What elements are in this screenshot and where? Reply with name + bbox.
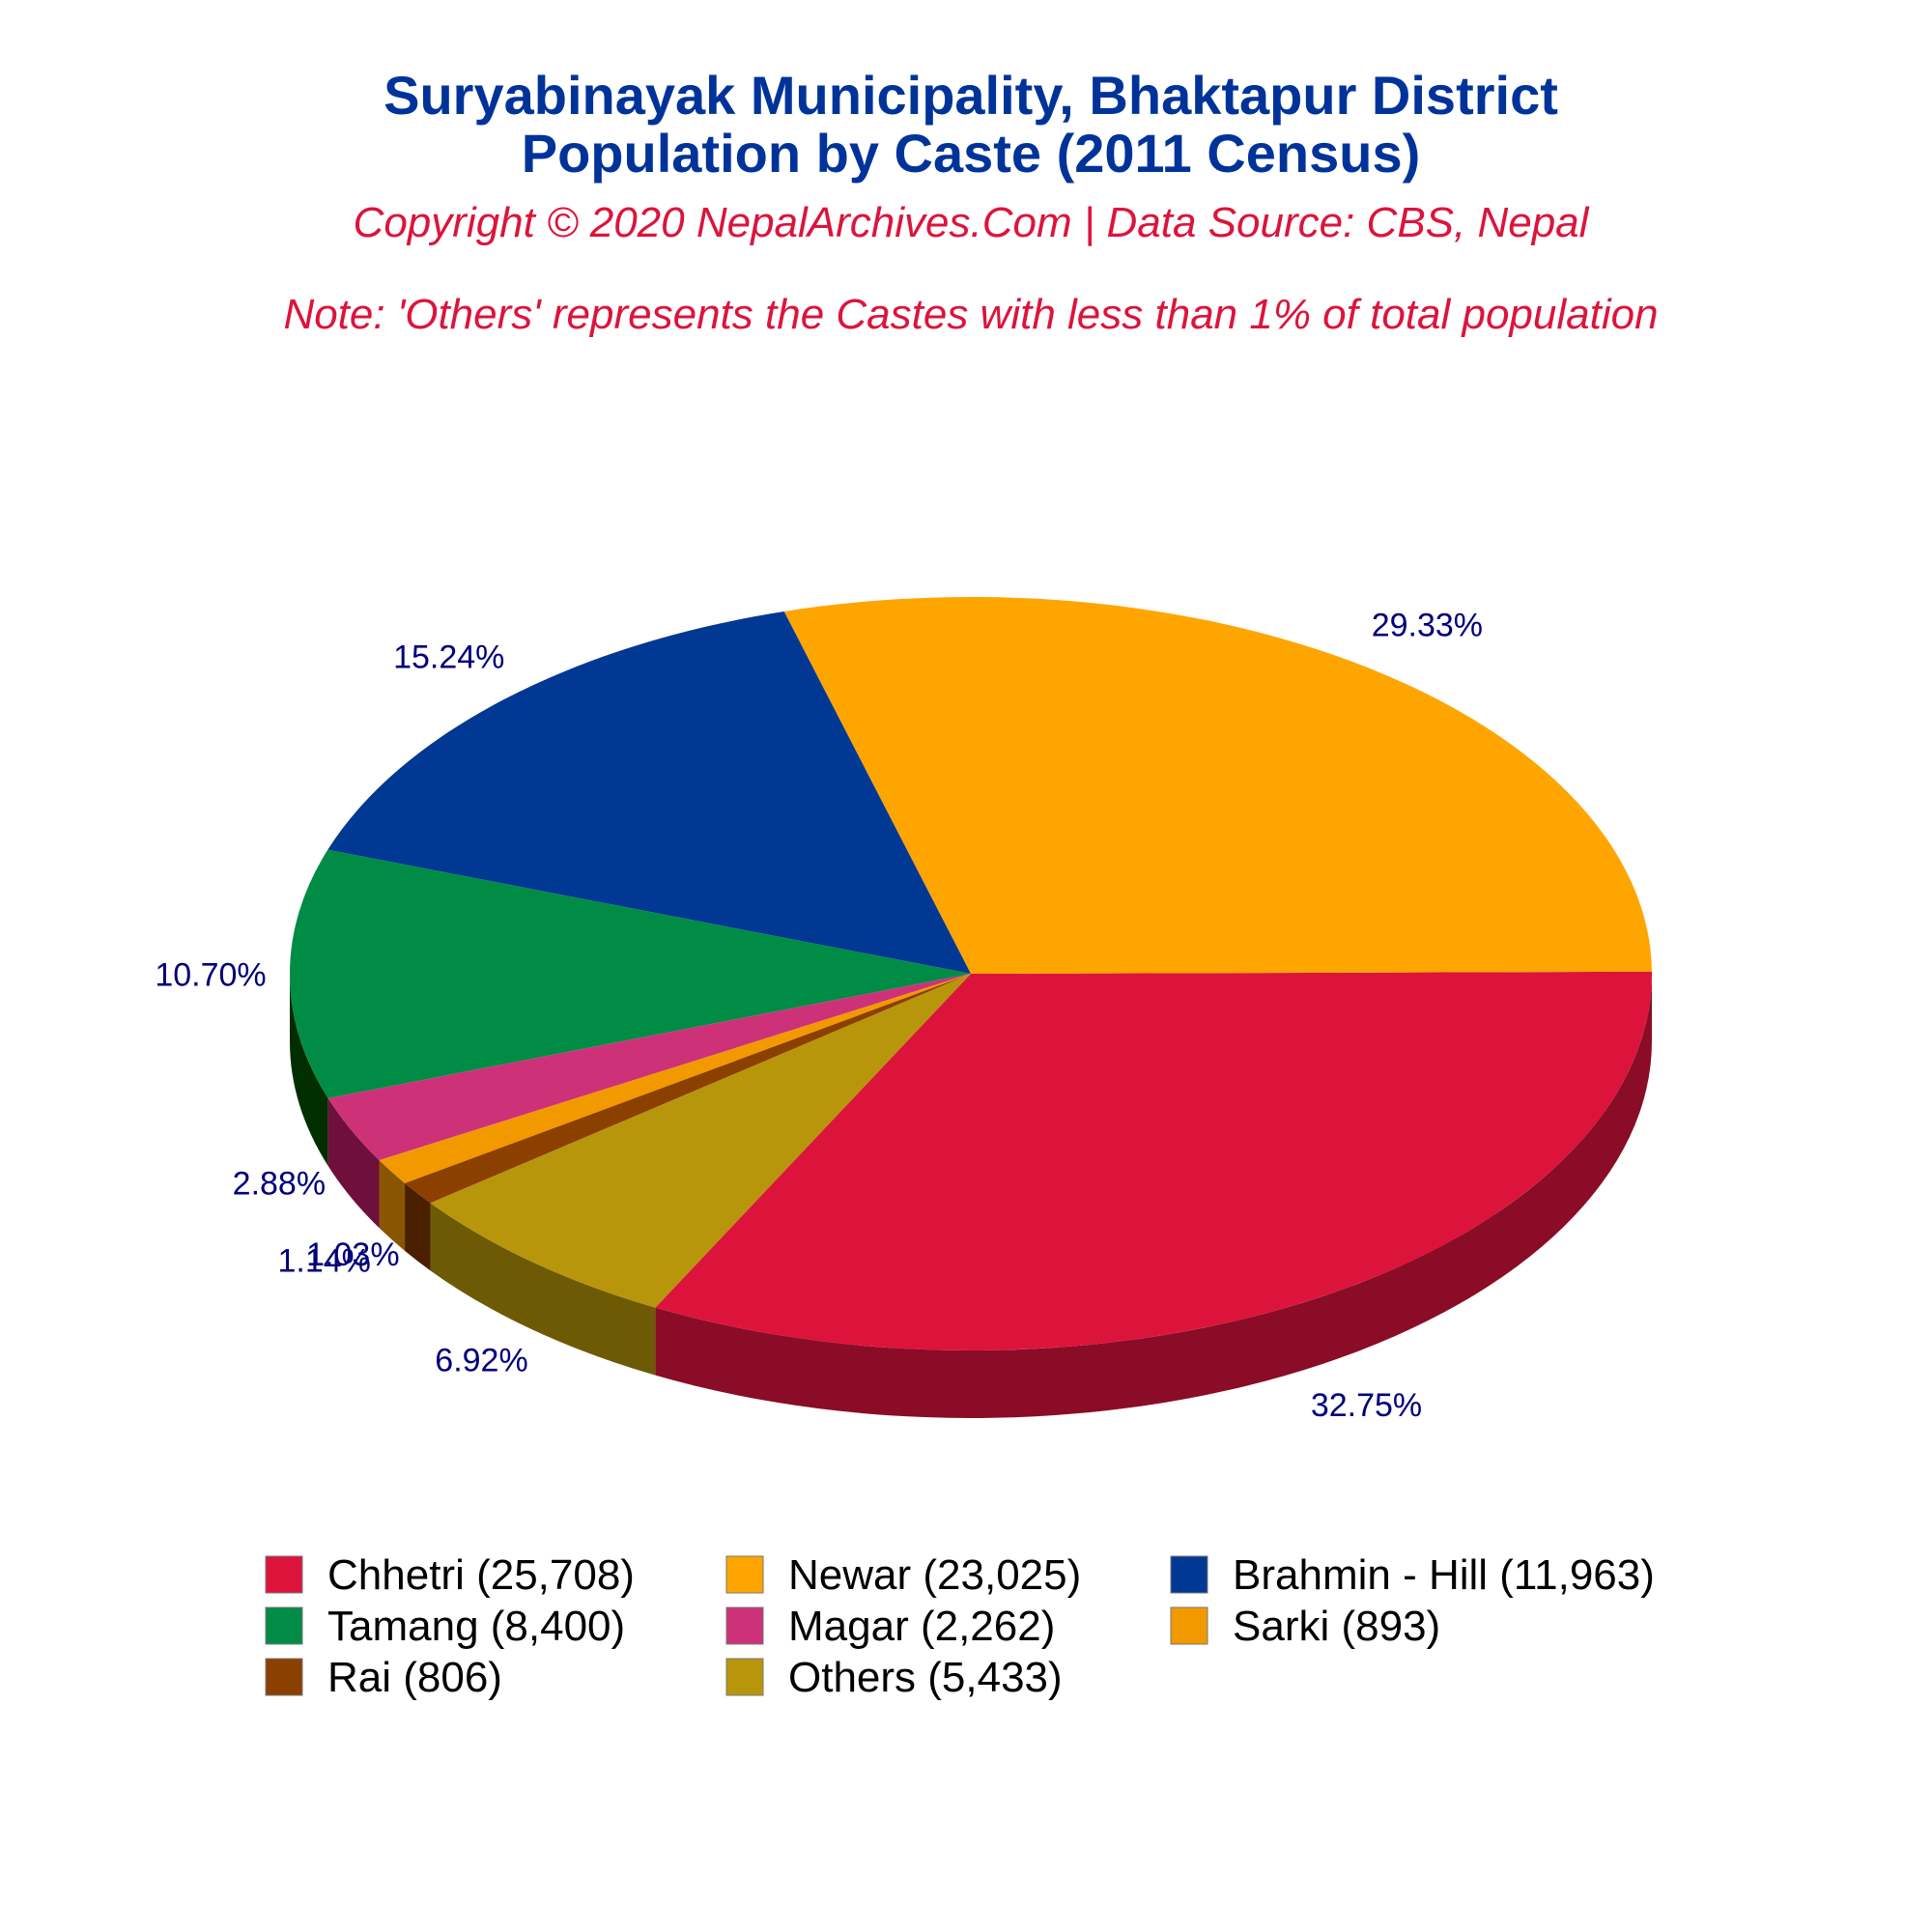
chart-subtitle: Population by Caste (2011 Census) (522, 123, 1420, 184)
legend-label-magar: Magar (2,262) (788, 1603, 1055, 1650)
legend-label-tamang: Tamang (8,400) (327, 1603, 625, 1650)
pie-side-rai (405, 1182, 431, 1271)
pie-side-magar (327, 1097, 380, 1229)
legend-label-rai: Rai (806) (327, 1654, 502, 1701)
copyright-text: Copyright © 2020 NepalArchives.Com | Dat… (354, 199, 1590, 246)
legend-item-magar: Magar (2,262) (725, 1603, 1055, 1650)
pie-side-sarki (379, 1160, 406, 1251)
legend-label-brahmin-hill: Brahmin - Hill (11,963) (1233, 1551, 1655, 1599)
percent-label-newar: 29.33% (1372, 607, 1483, 643)
legend-label-chhetri: Chhetri (25,708) (327, 1551, 635, 1599)
pie-slice-newar (783, 596, 1652, 974)
percent-labels: 32.75% 29.33% 15.24% 10.70% 2.88% 1.14%1.03% 6… (155, 607, 1483, 1423)
pie-slice-rai (405, 974, 971, 1204)
pie-top-faces (290, 596, 1653, 1350)
legend-item-tamang: Tamang (8,400) (265, 1603, 625, 1650)
percent-label-magar: 2.88% (233, 1165, 326, 1202)
percent-label-brahmin-hill: 15.24% (393, 639, 504, 675)
legend-item-newar: Newar (23,025) (725, 1551, 1081, 1599)
legend-item-chhetri: Chhetri (25,708) (265, 1551, 635, 1599)
legend: Chhetri (25,708) Newar (23,025) Brahmin - … (265, 1551, 1655, 1701)
legend-item-rai: Rai (806) (265, 1654, 502, 1701)
legend-swatch-magar (725, 1606, 764, 1645)
pie-slice-sarki (379, 974, 971, 1183)
pie-slice-others (430, 974, 971, 1308)
pie-side-others (430, 1203, 656, 1376)
legend-item-brahmin-hill: Brahmin - Hill (11,963) (1170, 1551, 1655, 1599)
pie-slice-brahmin-hill (327, 611, 971, 974)
percent-label-chhetri: 32.75% (1311, 1387, 1422, 1424)
legend-item-others: Others (5,433) (725, 1654, 1063, 1701)
pie-side-tamang (290, 974, 328, 1166)
legend-swatch-tamang (265, 1606, 303, 1645)
legend-swatch-brahmin-hill (1170, 1555, 1208, 1594)
legend-swatch-rai (265, 1658, 303, 1696)
percent-label-sarki: 1.14% (277, 1243, 370, 1280)
legend-swatch-newar (725, 1555, 764, 1594)
pie-side-chhetri (655, 974, 1653, 1418)
percent-label-others: 6.92% (435, 1343, 527, 1379)
pie-side-walls (290, 974, 1653, 1418)
legend-label-sarki: Sarki (893) (1233, 1603, 1440, 1650)
pie-slice-magar (327, 974, 971, 1161)
legend-swatch-sarki (1170, 1606, 1208, 1645)
pie-slice-tamang (290, 849, 971, 1098)
legend-swatch-chhetri (265, 1555, 303, 1594)
pie-slice-chhetri (655, 971, 1653, 1350)
percent-label-tamang: 10.70% (155, 956, 266, 993)
note-text: Note: 'Others' represents the Castes wit… (283, 291, 1658, 338)
legend-label-newar: Newar (23,025) (788, 1551, 1081, 1599)
percent-label-rai: 1.03% (306, 1236, 399, 1273)
legend-swatch-others (725, 1658, 764, 1696)
legend-label-others: Others (5,433) (788, 1654, 1063, 1701)
chart-title: Suryabinayak Municipality, Bhaktapur Dis… (384, 65, 1558, 126)
legend-item-sarki: Sarki (893) (1170, 1603, 1440, 1650)
